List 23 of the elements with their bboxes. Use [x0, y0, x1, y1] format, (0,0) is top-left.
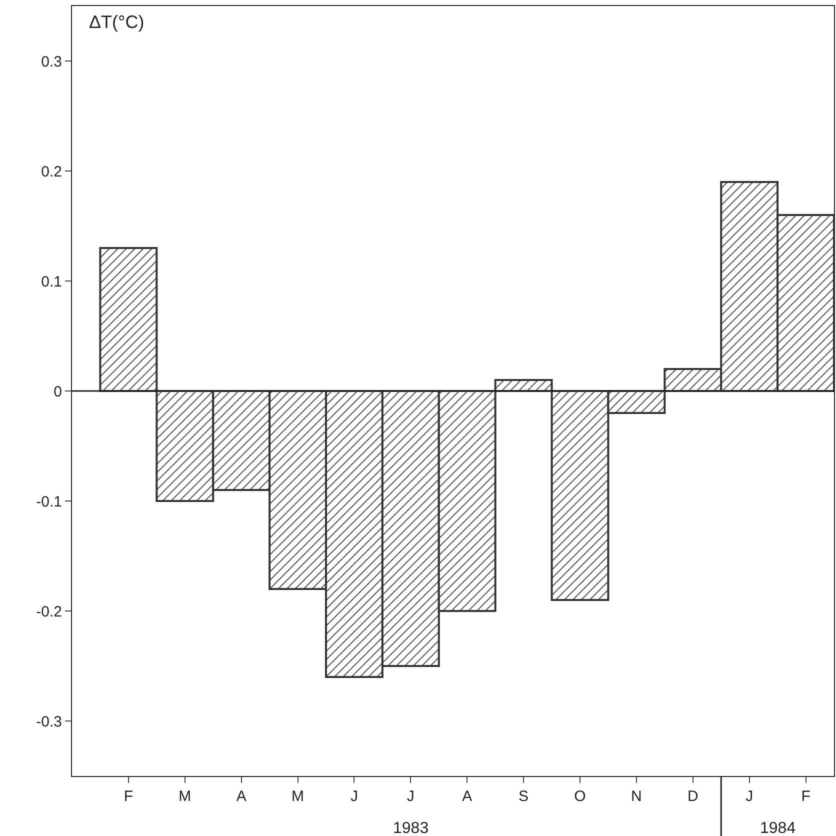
- x-tick-label: A: [462, 788, 472, 805]
- x-tick-label: J: [746, 788, 754, 805]
- x-tick-label: M: [292, 788, 304, 805]
- x-tick-label: F: [124, 788, 134, 805]
- x-tick-label: A: [236, 788, 246, 805]
- x-tick-label: F: [801, 788, 810, 805]
- y-tick-label: -0.2: [36, 603, 62, 620]
- x-tick-label: S: [518, 788, 529, 805]
- y-tick-label: -0.1: [36, 493, 62, 510]
- y-tick-label: 0.1: [41, 273, 62, 290]
- y-tick-label: 0.2: [41, 163, 62, 180]
- y-tick-label: -0.3: [36, 713, 62, 730]
- x-tick-label: O: [574, 788, 586, 805]
- text: 1984: [760, 820, 796, 836]
- y-axis-title: ΔT(°C): [89, 12, 144, 32]
- text: 1983: [393, 820, 429, 836]
- x-tick-label: M: [178, 788, 192, 805]
- x-tick-label: D: [687, 788, 698, 805]
- x-tick-label: N: [631, 788, 642, 805]
- x-tick-label: J: [406, 788, 414, 805]
- y-tick-label: 0: [54, 383, 62, 400]
- y-tick-label: 0.3: [41, 53, 62, 70]
- x-tick-label: J: [350, 788, 358, 805]
